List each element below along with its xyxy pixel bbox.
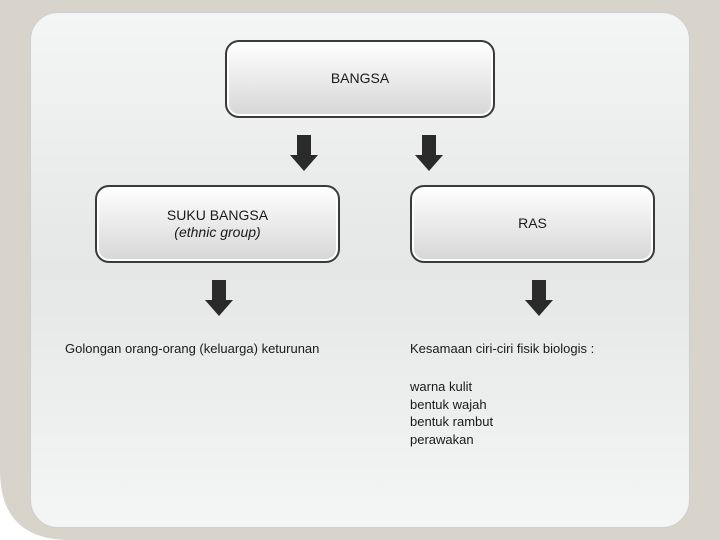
- node-label: RAS: [518, 215, 547, 233]
- caption-right: Kesamaan ciri-ciri fisik biologis :: [410, 340, 680, 358]
- list-item: bentuk wajah: [410, 396, 493, 414]
- arrow-down-icon: [290, 135, 318, 171]
- node-bangsa: BANGSA: [225, 40, 495, 118]
- list-item: bentuk rambut: [410, 413, 493, 431]
- list-item: perawakan: [410, 431, 493, 449]
- caption-text: Golongan orang-orang (keluarga) keturuna…: [65, 341, 319, 356]
- node-sublabel: (ethnic group): [174, 224, 260, 242]
- arrow-down-icon: [415, 135, 443, 171]
- caption-text: Kesamaan ciri-ciri fisik biologis :: [410, 341, 594, 356]
- list-item: warna kulit: [410, 378, 493, 396]
- node-suku-bangsa: SUKU BANGSA (ethnic group): [95, 185, 340, 263]
- slide-outer: BANGSA SUKU BANGSA (ethnic group) RAS Go…: [0, 0, 720, 540]
- node-label: BANGSA: [331, 70, 389, 88]
- arrow-down-icon: [525, 280, 553, 316]
- node-ras: RAS: [410, 185, 655, 263]
- caption-list: warna kulitbentuk wajahbentuk rambutpera…: [410, 378, 493, 448]
- caption-left: Golongan orang-orang (keluarga) keturuna…: [65, 340, 385, 358]
- node-label: SUKU BANGSA: [167, 207, 268, 225]
- arrow-down-icon: [205, 280, 233, 316]
